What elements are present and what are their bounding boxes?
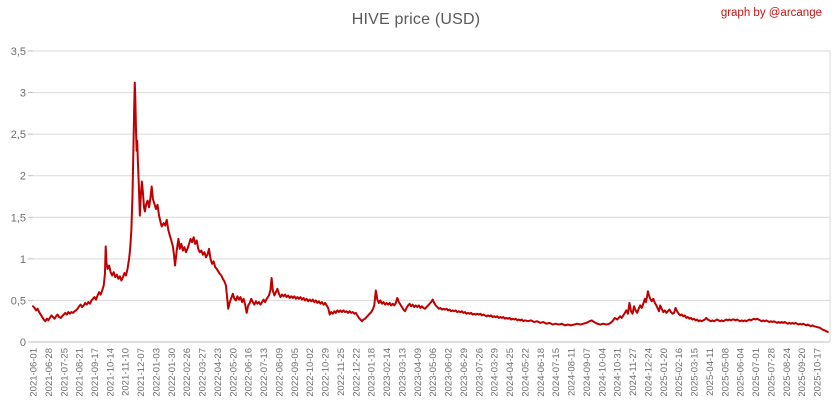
x-axis-label: 2021-11-10 <box>121 348 132 396</box>
y-axis-label: 2 <box>20 171 26 183</box>
x-axis-label: 2022-11-25 <box>336 348 347 396</box>
x-axis-label: 2023-02-14 <box>382 348 393 397</box>
y-axis-label: 3,5 <box>11 46 26 58</box>
x-axis-label: 2024-06-18 <box>536 348 547 397</box>
x-axis-label: 2022-10-29 <box>321 348 332 397</box>
x-axis-label: 2025-09-20 <box>797 348 808 397</box>
x-axis-label: 2025-07-28 <box>766 348 777 397</box>
x-axis-label: 2024-09-07 <box>582 348 593 397</box>
x-axis-label: 2024-08-11 <box>567 348 578 396</box>
x-axis-labels: 2021-06-01 2021-06-28 2021-07-25 2021-08-21… <box>29 348 824 397</box>
x-axis-label: 2023-01-18 <box>367 348 378 397</box>
x-axis-label: 2024-10-04 <box>597 348 608 397</box>
x-axis-label: 2021-10-14 <box>105 348 116 397</box>
x-axis-label: 2024-03-29 <box>490 348 501 397</box>
y-axis-label: 1,5 <box>11 212 26 224</box>
y-axis-label: 1 <box>20 254 26 266</box>
x-axis-label: 2021-08-21 <box>75 348 86 397</box>
x-axis-label: 2022-03-27 <box>198 348 209 397</box>
x-axis-label: 2025-06-04 <box>736 348 747 397</box>
x-axis-label: 2022-05-20 <box>228 348 239 397</box>
x-axis-label: 2024-04-25 <box>505 348 516 397</box>
x-axis-label: 2021-06-28 <box>44 348 55 397</box>
x-axis-label: 2024-11-27 <box>628 348 639 396</box>
x-axis-label: 2025-05-08 <box>720 348 731 397</box>
x-axis-label: 2024-07-15 <box>551 348 562 397</box>
x-axis-label: 2023-07-26 <box>474 348 485 397</box>
price-line <box>32 81 829 334</box>
x-axis-label: 2024-10-31 <box>613 348 624 397</box>
x-axis-label: 2022-07-13 <box>259 348 270 397</box>
x-axis-label: 2022-06-16 <box>244 348 255 397</box>
x-axis-label: 2023-05-06 <box>428 348 439 397</box>
x-axis-label: 2021-09-17 <box>90 348 101 397</box>
y-axis-labels: 0 0,5 1 1,5 2 2,5 3 3,5 <box>11 46 26 349</box>
x-axis-label: 2025-03-15 <box>690 348 701 397</box>
x-axis-label: 2022-04-23 <box>213 348 224 397</box>
x-axis-label: 2021-07-25 <box>59 348 70 397</box>
x-axis-label: 2022-02-26 <box>182 348 193 397</box>
y-axis-label: 0 <box>20 337 26 349</box>
x-axis-label: 2022-10-02 <box>305 348 316 397</box>
x-axis-label: 2025-07-01 <box>751 348 762 397</box>
x-axis-label: 2023-04-09 <box>413 348 424 397</box>
chart-title: HIVE price (USD) <box>351 11 481 28</box>
x-axis-label: 2025-01-20 <box>659 348 670 397</box>
graph-credit: graph by @arcange <box>720 7 822 19</box>
y-axis-label: 0,5 <box>11 295 26 307</box>
x-axis-label: 2025-10-17 <box>813 348 824 397</box>
x-axis-label: 2025-02-16 <box>674 348 685 397</box>
x-axis-label: 2024-12-24 <box>643 348 654 397</box>
x-axis-label: 2021-06-01 <box>29 348 40 397</box>
x-axis-label: 2023-06-29 <box>459 348 470 397</box>
y-axis-label: 3 <box>20 88 26 100</box>
x-axis-label: 2023-06-02 <box>444 348 455 397</box>
x-axis-label: 2023-03-13 <box>397 348 408 397</box>
x-axis-label: 2022-01-30 <box>167 348 178 397</box>
x-axis-label: 2025-04-11 <box>705 348 716 396</box>
x-axis-label: 2022-08-09 <box>274 348 285 397</box>
y-axis-label: 2,5 <box>11 129 26 141</box>
x-axis-label: 2022-09-05 <box>290 348 301 397</box>
x-axis-label: 2025-08-24 <box>782 348 793 397</box>
x-axis-label: 2022-01-03 <box>151 348 162 397</box>
gridlines <box>33 50 830 343</box>
x-axis-label: 2024-05-22 <box>520 348 531 397</box>
x-axis-label: 2021-12-07 <box>136 348 147 397</box>
y-axis-ticks <box>28 50 33 343</box>
x-axis-label: 2022-12-22 <box>351 348 362 397</box>
